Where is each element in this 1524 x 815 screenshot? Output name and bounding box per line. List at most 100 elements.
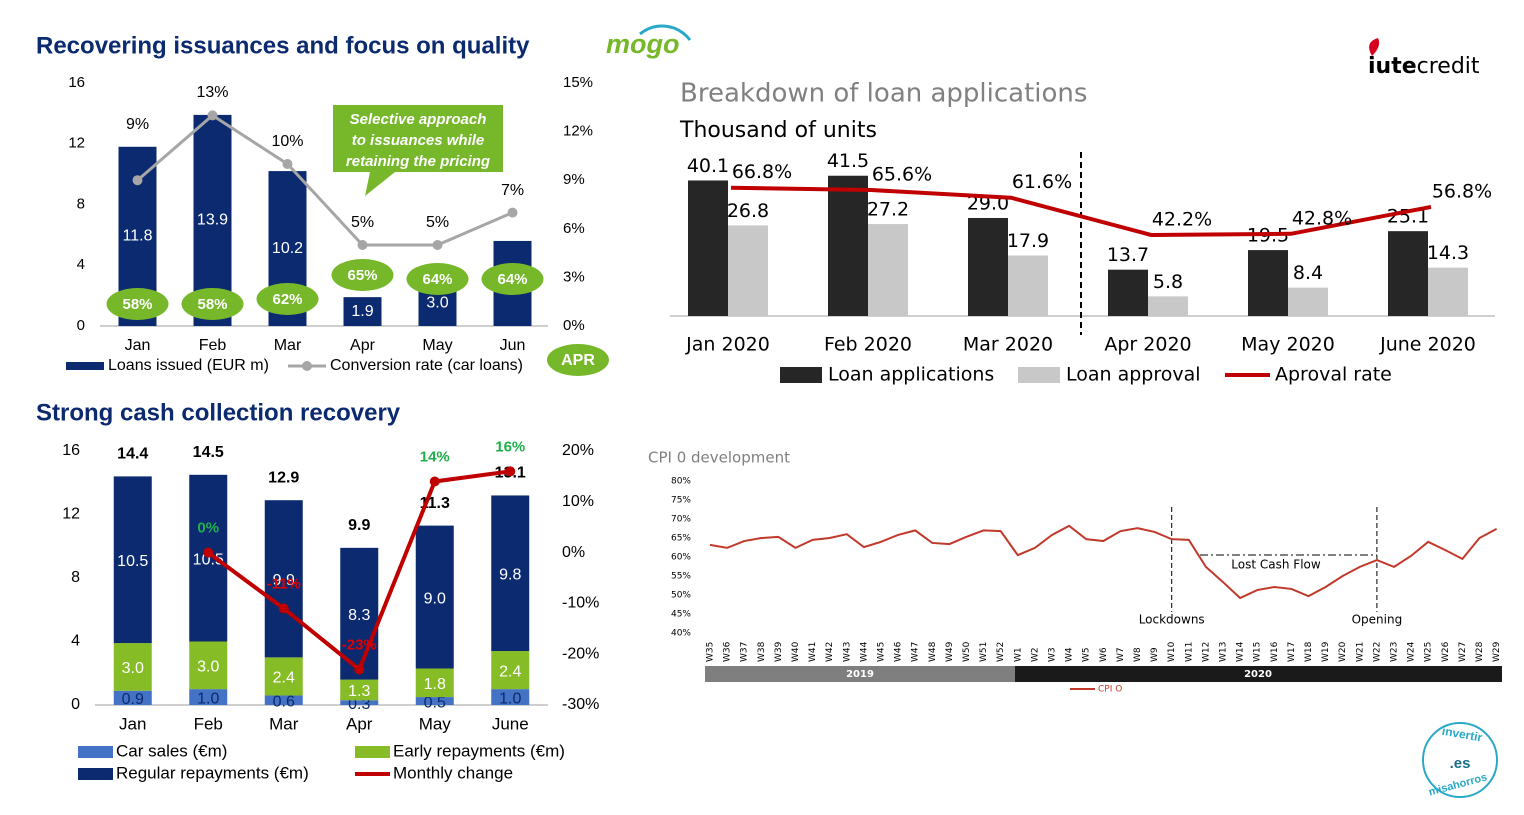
segment-label: 1.3 bbox=[348, 683, 370, 700]
x-tick-label: W28 bbox=[1475, 641, 1485, 662]
y-tick-label: 8 bbox=[77, 195, 85, 212]
segment-label: 9.9 bbox=[273, 572, 295, 589]
legend-dot bbox=[302, 361, 312, 371]
line-point bbox=[132, 175, 143, 186]
x-tick-label: Apr 2020 bbox=[1104, 334, 1191, 356]
logo-iute: iutecredit bbox=[1368, 38, 1480, 79]
x-tick-label: W45 bbox=[877, 642, 887, 662]
y2-tick-label: 0% bbox=[563, 317, 585, 334]
bar bbox=[1248, 250, 1288, 316]
chart-title: Breakdown of loan applications bbox=[680, 79, 1087, 109]
y2-tick-label: -10% bbox=[562, 595, 599, 612]
line-label: 66.8% bbox=[732, 161, 792, 183]
bar-segment bbox=[340, 700, 379, 705]
y2-tick-label: 10% bbox=[562, 493, 594, 510]
gap-label: Lost Cash Flow bbox=[1231, 558, 1321, 572]
x-tick-label: W48 bbox=[928, 641, 938, 662]
x-tick-label: Mar 2020 bbox=[963, 334, 1053, 356]
bar bbox=[828, 175, 868, 316]
x-tick-label: W39 bbox=[774, 641, 784, 662]
apr-label: 58% bbox=[197, 296, 227, 313]
line-point bbox=[505, 466, 516, 477]
bar bbox=[1288, 287, 1328, 316]
callout-text: retaining the pricing bbox=[346, 153, 490, 170]
bar bbox=[343, 297, 382, 326]
event-label: Lockdowns bbox=[1139, 613, 1205, 627]
legend-swatch bbox=[780, 367, 822, 383]
line-point bbox=[207, 110, 218, 121]
watermark: invertir .es misahorros bbox=[1422, 722, 1498, 798]
bar bbox=[868, 224, 908, 316]
x-tick-label: Jan bbox=[125, 337, 151, 354]
x-tick-label: W49 bbox=[945, 641, 955, 662]
bar-label: 13.7 bbox=[1107, 244, 1149, 266]
x-tick-label: W23 bbox=[1390, 642, 1400, 662]
logo-light: credit bbox=[1417, 54, 1480, 79]
segment-label: 2.4 bbox=[273, 670, 295, 687]
apr-badge bbox=[256, 283, 319, 315]
apr-label: 58% bbox=[122, 296, 152, 313]
x-tick-label: W20 bbox=[1338, 641, 1348, 662]
x-tick-label: W24 bbox=[1407, 641, 1417, 662]
apr-badge bbox=[406, 263, 469, 295]
bar-label: 17.9 bbox=[1007, 230, 1049, 252]
bar-segment bbox=[189, 474, 228, 642]
apr-badge bbox=[481, 263, 544, 295]
bar-segment bbox=[415, 668, 454, 698]
segment-label: 3.0 bbox=[122, 660, 144, 677]
bar-label: 5.8 bbox=[1153, 271, 1183, 293]
watermark-bottom: misahorros bbox=[1427, 771, 1488, 798]
bar-segment bbox=[415, 525, 454, 669]
x-tick-label: W38 bbox=[757, 641, 767, 662]
line-label: 10% bbox=[271, 133, 303, 150]
bar-segment bbox=[340, 679, 379, 701]
logo-arc bbox=[639, 24, 692, 41]
x-tick-label: May bbox=[422, 337, 452, 354]
x-tick-label: W37 bbox=[740, 642, 750, 662]
bar-label: 41.5 bbox=[827, 150, 869, 172]
legend-label: Conversion rate (car loans) bbox=[330, 357, 523, 374]
legend-swatch bbox=[355, 746, 390, 758]
line-point bbox=[507, 207, 518, 218]
line-label: -23% bbox=[342, 636, 377, 653]
bar bbox=[968, 217, 1008, 316]
y2-tick-label: 6% bbox=[563, 220, 585, 237]
line-label: 9% bbox=[126, 116, 149, 133]
line-label: 13% bbox=[196, 84, 228, 101]
line-point bbox=[278, 603, 289, 614]
legend-swatch bbox=[78, 746, 113, 758]
y-tick-label: 12 bbox=[68, 135, 85, 152]
x-tick-label: W19 bbox=[1321, 641, 1331, 662]
x-tick-label: W44 bbox=[859, 641, 869, 662]
legend-swatch bbox=[66, 362, 104, 370]
y2-tick-label: 12% bbox=[563, 123, 593, 140]
y-tick-label: 75% bbox=[671, 496, 691, 506]
line-label: 61.6% bbox=[1012, 171, 1072, 193]
y-tick-label: 50% bbox=[671, 591, 691, 601]
apr-badge bbox=[106, 288, 169, 320]
line-label: 14% bbox=[420, 448, 450, 465]
x-tick-label: May 2020 bbox=[1241, 334, 1335, 356]
bar-label: 26.8 bbox=[727, 200, 769, 222]
legend-label: CPI O bbox=[1098, 685, 1122, 695]
legend-label: Loan applications bbox=[828, 364, 994, 386]
x-tick-label: Apr bbox=[350, 337, 376, 354]
callout bbox=[333, 105, 503, 196]
bar-segment bbox=[264, 657, 303, 696]
x-tick-label: June 2020 bbox=[1379, 334, 1476, 356]
bar-segment bbox=[189, 641, 228, 690]
x-tick-label: W29 bbox=[1492, 641, 1502, 662]
line-label: 56.8% bbox=[1432, 180, 1492, 202]
bar-segment bbox=[113, 476, 152, 644]
x-tick-label: W17 bbox=[1287, 642, 1297, 662]
x-tick-label: W42 bbox=[825, 642, 835, 662]
legend-label: Aproval rate bbox=[1275, 364, 1392, 386]
bar-label: 27.2 bbox=[867, 199, 909, 221]
x-tick-label: W50 bbox=[962, 641, 972, 662]
chart: Strong cash collection recovery 0 4 8 12 16 -3… bbox=[36, 399, 599, 782]
legend-swatch bbox=[1018, 367, 1060, 383]
line-label: 42.8% bbox=[1292, 207, 1352, 229]
logo-mogo: mogo bbox=[606, 24, 692, 59]
segment-label: 0.9 bbox=[122, 691, 144, 708]
bar-segment bbox=[415, 697, 454, 705]
